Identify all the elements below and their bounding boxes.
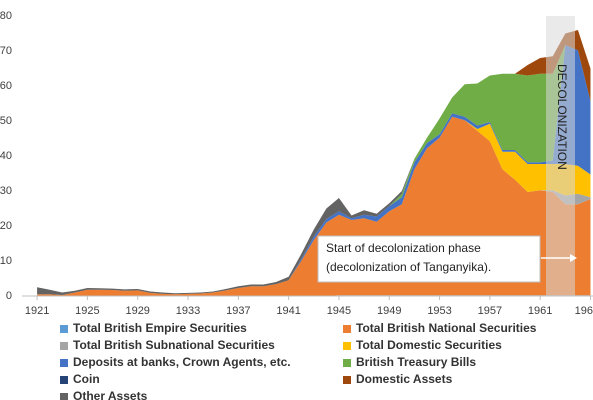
legend-swatch: [343, 359, 351, 367]
y-tick-label: 50: [0, 115, 12, 127]
legend-swatch: [60, 325, 68, 333]
area: [37, 45, 591, 295]
legend-swatch: [60, 393, 68, 400]
y-tick-label: 40: [0, 150, 12, 162]
legend-label: Other Assets: [73, 389, 148, 400]
legend-label: Total British Empire Securities: [73, 321, 247, 335]
band-label: DECOLONIZATION: [555, 64, 569, 170]
y-tick-label: 30: [0, 185, 12, 197]
legend-label: Total Domestic Securities: [356, 338, 502, 352]
y-tick-label: 60: [0, 80, 12, 92]
legend-label: Deposits at banks, Crown Agents, etc.: [73, 355, 291, 369]
x-tick-label: 1957: [478, 305, 502, 317]
x-tick-label: 1929: [125, 305, 149, 317]
legend-swatch: [343, 376, 351, 384]
annotation-arrowhead: [570, 254, 577, 262]
legend-label: Domestic Assets: [356, 372, 453, 386]
x-tick-label: 1953: [427, 305, 451, 317]
y-tick-label: 10: [0, 255, 12, 267]
x-tick-label: 1933: [176, 305, 200, 317]
x-tick-label: 1921: [25, 305, 49, 317]
legend-label: British Treasury Bills: [356, 355, 476, 369]
x-tick-label: 1949: [377, 305, 401, 317]
legend-swatch: [343, 325, 351, 333]
x-tick-label: 1961: [528, 305, 552, 317]
x-tick-label: 1925: [75, 305, 99, 317]
annotation-text: Start of decolonization phase: [326, 241, 481, 255]
y-tick-label: 0: [6, 290, 12, 302]
legend-swatch: [343, 342, 351, 350]
x-tick-label: 196: [575, 305, 593, 317]
x-tick-label: 1941: [276, 305, 300, 317]
legend-swatch: [60, 359, 68, 367]
legend-label: Total British Subnational Securities: [73, 338, 275, 352]
y-tick-label: 80: [0, 10, 12, 22]
legend-swatch: [60, 342, 68, 350]
annotation-text: (decolonization of Tanganyika).: [326, 260, 491, 274]
x-tick-label: 1937: [226, 305, 250, 317]
annotation-box: [317, 235, 541, 283]
legend-label: Coin: [73, 372, 100, 386]
y-tick-label: 20: [0, 220, 12, 232]
x-tick-label: 1945: [327, 305, 351, 317]
legend-label: Total British National Securities: [356, 321, 537, 335]
decolonization-band: [546, 16, 575, 296]
legend-swatch: [60, 376, 68, 384]
y-tick-label: 70: [0, 45, 12, 57]
